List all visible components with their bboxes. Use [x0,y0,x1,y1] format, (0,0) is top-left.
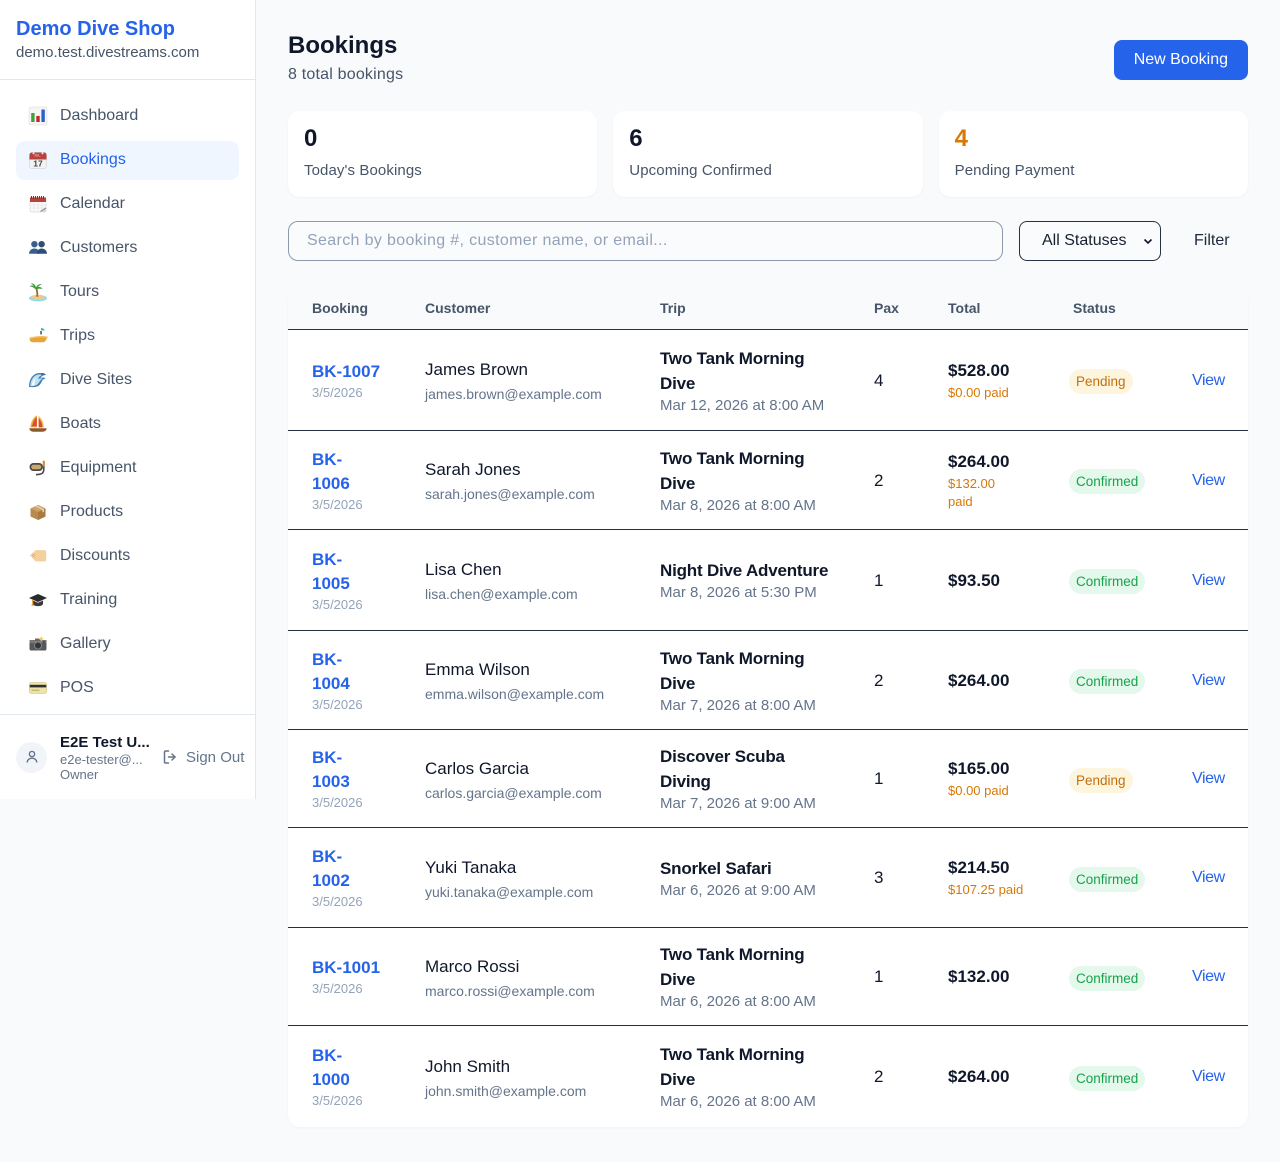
svg-text:17: 17 [33,159,43,169]
svg-text:JUL: JUL [34,154,40,158]
